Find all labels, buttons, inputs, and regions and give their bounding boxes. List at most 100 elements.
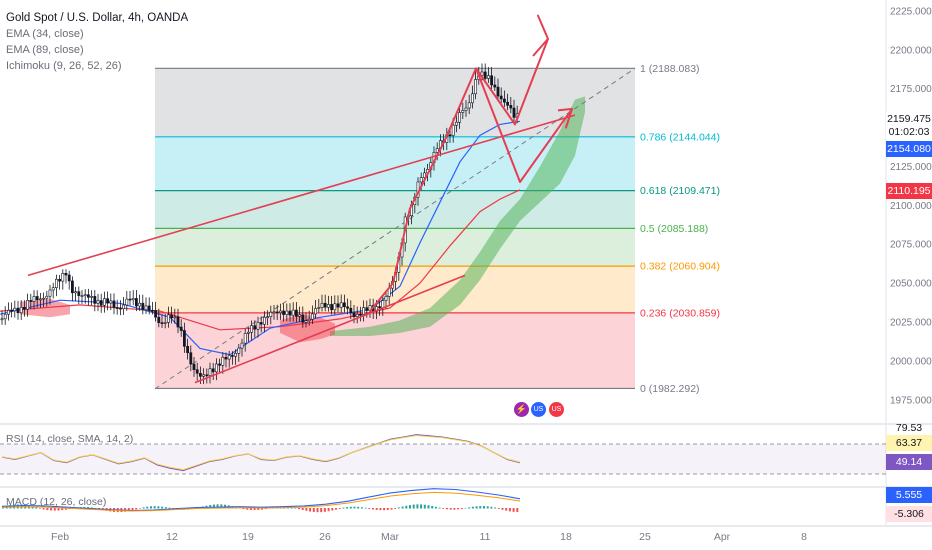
macd-histogram-bar (490, 506, 493, 509)
macd-histogram-bar (249, 508, 252, 510)
candle-body (67, 274, 71, 282)
macd-histogram-bar (420, 504, 423, 509)
candle-body (272, 311, 276, 314)
candle-body (288, 310, 292, 316)
candle-body (99, 300, 103, 306)
candle-body (173, 316, 177, 319)
candle-body (275, 311, 279, 314)
macd-histogram-bar (468, 507, 471, 509)
macd-histogram-bar (320, 508, 323, 513)
candle-body (103, 298, 106, 306)
candle-body (269, 311, 273, 317)
ema89-price-tag: 2110.195 (886, 183, 932, 199)
fib-zone (155, 228, 635, 267)
macd-histogram-bar (423, 504, 426, 509)
macd-histogram-bar (94, 508, 97, 509)
time-axis-tick: Apr (714, 531, 731, 543)
macd-histogram-bar (246, 508, 249, 510)
macd-histogram-bar (164, 507, 167, 509)
price-axis-tick: 2200.000 (890, 45, 932, 56)
macd-histogram-bar (335, 508, 337, 510)
rsi-upper-label: 79.53 (895, 422, 923, 434)
macd-histogram-bar (323, 508, 326, 512)
macd-histogram-bar (327, 508, 330, 512)
candle-body (26, 300, 30, 310)
fib-level-label: 0.382 (2060.904) (640, 261, 720, 273)
macd-histogram-bar (483, 506, 485, 509)
macd-histogram-bar (242, 508, 245, 510)
macd-histogram-bar (31, 506, 34, 509)
rsi-band (0, 444, 886, 474)
macd-histogram-bar (212, 504, 215, 509)
candle-body (77, 291, 81, 296)
candle-body (278, 310, 282, 314)
last-price-tag: 2159.475 (886, 111, 932, 127)
candle-body (355, 313, 359, 318)
candle-body (336, 303, 340, 308)
candle-body (96, 300, 100, 304)
candle-body (189, 352, 193, 365)
candle-body (45, 295, 49, 299)
candle-body (362, 307, 366, 315)
candle-body (502, 98, 506, 103)
macd-histogram-bar (216, 504, 219, 509)
candle-body (192, 363, 196, 370)
candle-body (237, 347, 241, 354)
us-flag-event-icon[interactable]: US (549, 402, 564, 417)
macd-histogram-bar (471, 506, 474, 509)
macd-histogram-bar (416, 504, 419, 509)
ema89-legend[interactable]: EMA (89, close) (6, 44, 84, 56)
flash-event-icon[interactable]: ⚡ (514, 402, 529, 417)
candle-body (224, 356, 228, 360)
candle-body (147, 305, 151, 311)
macd-histogram-bar (298, 508, 300, 510)
ichimoku-legend[interactable]: Ichimoku (9, 26, 52, 26) (6, 60, 122, 72)
rsi-legend[interactable]: RSI (14, close, SMA, 14, 2) (6, 433, 134, 445)
candle-body (154, 310, 158, 318)
macd-histogram-bar (168, 507, 171, 509)
macd-histogram-bar (35, 507, 38, 509)
macd-histogram-bar (131, 508, 134, 511)
macd-histogram-bar (338, 508, 341, 509)
ema34-price-tag: 2154.080 (886, 141, 932, 157)
candle-body (512, 107, 516, 118)
candle-body (317, 307, 321, 309)
symbol-title[interactable]: Gold Spot / U.S. Dollar, 4h, OANDA (6, 12, 189, 24)
price-axis-tick: 2075.000 (890, 240, 932, 251)
macd-histogram-bar (427, 505, 430, 509)
candle-body (112, 300, 116, 308)
macd-legend[interactable]: MACD (12, 26, close) (6, 496, 107, 508)
time-axis-tick: 8 (801, 531, 807, 543)
time-axis-tick: 19 (242, 531, 254, 543)
candle-body (10, 309, 14, 312)
us-flag-event-icon[interactable]: US (531, 402, 546, 417)
candle-body (419, 177, 423, 183)
macd-histogram-bar (349, 506, 352, 509)
fib-level-label: 1 (2188.083) (640, 63, 700, 75)
candle-body (480, 71, 484, 76)
macd-histogram-bar (42, 508, 45, 510)
candle-body (199, 372, 202, 377)
candle-body (51, 287, 55, 291)
candle-body (499, 95, 503, 100)
candle-body (93, 296, 97, 304)
macd-histogram-bar (305, 508, 308, 511)
macd-histogram-bar (431, 506, 434, 509)
candle-body (448, 134, 452, 137)
macd-histogram-bar (46, 508, 49, 511)
projection-arrow-up (369, 14, 549, 312)
macd-histogram-bar (360, 507, 363, 509)
macd-histogram-bar (394, 508, 397, 509)
macd-histogram-bar (501, 508, 504, 510)
macd-histogram-bar (39, 508, 41, 509)
macd-histogram-bar (161, 506, 164, 509)
candle-body (493, 84, 497, 88)
macd-histogram-bar (494, 507, 497, 509)
candle-body (83, 294, 87, 297)
macd-histogram-bar (508, 508, 511, 512)
candle-body (54, 278, 58, 288)
ema34-legend[interactable]: EMA (34, close) (6, 28, 84, 40)
candle-body (42, 297, 46, 300)
